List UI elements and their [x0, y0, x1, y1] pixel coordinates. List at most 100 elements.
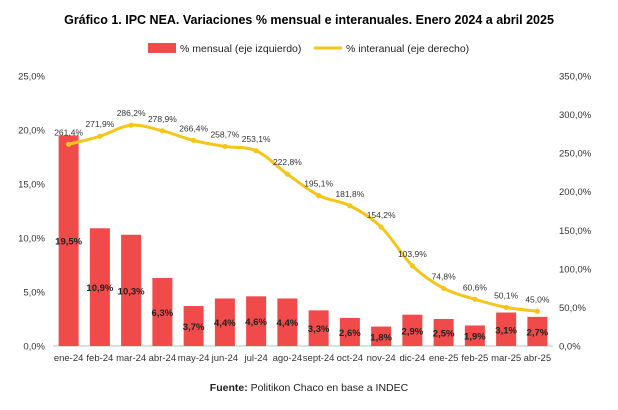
line-value-label: 60,6% [463, 282, 488, 292]
chart-title: Gráfico 1. IPC NEA. Variaciones % mensua… [64, 13, 554, 27]
bar-value-label: 2,6% [339, 328, 361, 339]
bar [277, 298, 298, 346]
line-point [378, 224, 384, 230]
bars [58, 135, 548, 346]
x-tick-label: jun-24 [211, 353, 238, 364]
bar [246, 296, 267, 346]
bar [58, 135, 79, 346]
x-tick-label: oct-24 [337, 353, 363, 364]
line-value-label: 103,9% [398, 249, 427, 259]
line-value-label: 261,4% [54, 127, 83, 137]
x-tick-label: feb-24 [86, 353, 113, 364]
line-value-label: 271,9% [85, 119, 114, 129]
bar [152, 277, 173, 346]
x-tick-label: abr-25 [524, 353, 551, 364]
line-point [66, 141, 72, 147]
y-right-tick-label: 0,0% [559, 342, 581, 353]
bar-value-label: 2,7% [527, 327, 549, 338]
line-value-label: 286,2% [117, 108, 146, 118]
line-point [503, 304, 509, 310]
line-value-label: 258,7% [210, 129, 239, 139]
x-tick-label: dic-24 [399, 353, 425, 364]
bar [464, 325, 485, 346]
line-value-label: 74,8% [432, 271, 457, 281]
bar-value-label: 1,9% [464, 332, 486, 343]
line-value-label: 278,9% [148, 114, 177, 124]
bar-value-label: 3,1% [495, 325, 517, 336]
legend-label-line: % interanual (eje derecho) [346, 43, 469, 55]
y-left-tick-label: 5,0% [23, 288, 45, 299]
y-right-tick-label: 350,0% [559, 72, 592, 83]
x-axis-ticks: ene-24 feb-24 mar-24 abr-24 may-24 jun-24 jul-… [54, 353, 551, 364]
y-right-tick-label: 150,0% [559, 226, 592, 237]
line-path [68, 123, 538, 313]
x-tick-label: may-24 [178, 353, 210, 364]
bar-value-label: 4,4% [214, 318, 236, 329]
source-note: Fuente: Politikon Chaco en base a INDEC [210, 382, 409, 394]
bar [183, 306, 204, 346]
y-left-tick-label: 15,0% [18, 180, 45, 191]
bar [339, 317, 360, 346]
x-tick-label: nov-24 [367, 353, 396, 364]
bar [433, 319, 454, 346]
bar-value-label: 10,9% [86, 283, 113, 294]
line-point [97, 133, 103, 139]
source-label: Fuente: [210, 382, 248, 394]
line-value-label: 266,4% [179, 123, 208, 133]
y-left-tick-label: 25,0% [18, 72, 45, 83]
line-point [159, 128, 165, 134]
x-tick-label: ene-25 [429, 353, 459, 364]
bar [527, 316, 548, 346]
bar [214, 298, 235, 346]
y-right-tick-label: 50,0% [559, 303, 586, 314]
x-tick-label: ago-24 [273, 353, 303, 364]
line-point [472, 296, 478, 302]
bar-value-label: 4,4% [277, 318, 299, 329]
bar-value-label: 10,3% [118, 286, 145, 297]
bar-labels: 19,5% 10,9% 10,3% 6,3% 3,7% 4,4% 4,6% 4,4% 3,3% 2… [55, 237, 549, 344]
bar-value-label: 2,5% [433, 329, 455, 340]
y-right-tick-label: 100,0% [559, 264, 592, 275]
bar [308, 310, 329, 346]
line-point [534, 308, 540, 314]
line-point [347, 203, 353, 209]
line-series [66, 122, 540, 314]
line-point [441, 285, 447, 291]
bar-value-label: 1,8% [370, 332, 392, 343]
y-right-tick-label: 200,0% [559, 187, 592, 198]
legend-label-bar: % mensual (eje izquierdo) [180, 43, 301, 55]
line-point [253, 148, 259, 154]
line-point [222, 143, 228, 150]
y-left-tick-label: 10,0% [18, 234, 45, 245]
line-value-label: 181,8% [335, 189, 364, 199]
bar [371, 326, 392, 346]
bar-value-label: 3,7% [183, 322, 205, 333]
bar [121, 234, 142, 346]
x-tick-label: mar-25 [491, 353, 521, 364]
bar-value-label: 4,6% [245, 317, 267, 328]
x-tick-label: jul-24 [244, 353, 268, 364]
line-value-label: 195,1% [304, 178, 333, 188]
x-tick-label: ene-24 [54, 353, 84, 364]
bar-value-label: 2,9% [402, 326, 424, 337]
legend-swatch-bar [148, 43, 176, 53]
line-value-label: 222,8% [273, 157, 302, 167]
y-left-tick-label: 20,0% [18, 126, 45, 137]
bar [402, 314, 423, 346]
y-right-tick-label: 300,0% [559, 110, 592, 121]
y-left-tick-label: 0,0% [23, 342, 45, 353]
bar-value-label: 6,3% [152, 308, 174, 319]
bar [496, 312, 517, 346]
x-tick-label: mar-24 [116, 353, 146, 364]
bar-value-label: 3,3% [308, 324, 330, 335]
line-value-label: 154,2% [367, 210, 396, 220]
y-right-tick-label: 250,0% [559, 149, 592, 160]
legend: % mensual (eje izquierdo) % interanual (… [148, 43, 469, 55]
line-point [128, 122, 134, 128]
line-value-label: 50,1% [494, 290, 519, 300]
line-point [316, 192, 322, 199]
x-tick-label: abr-24 [149, 353, 176, 364]
bar [89, 228, 110, 346]
line-value-label: 45,0% [525, 294, 550, 304]
